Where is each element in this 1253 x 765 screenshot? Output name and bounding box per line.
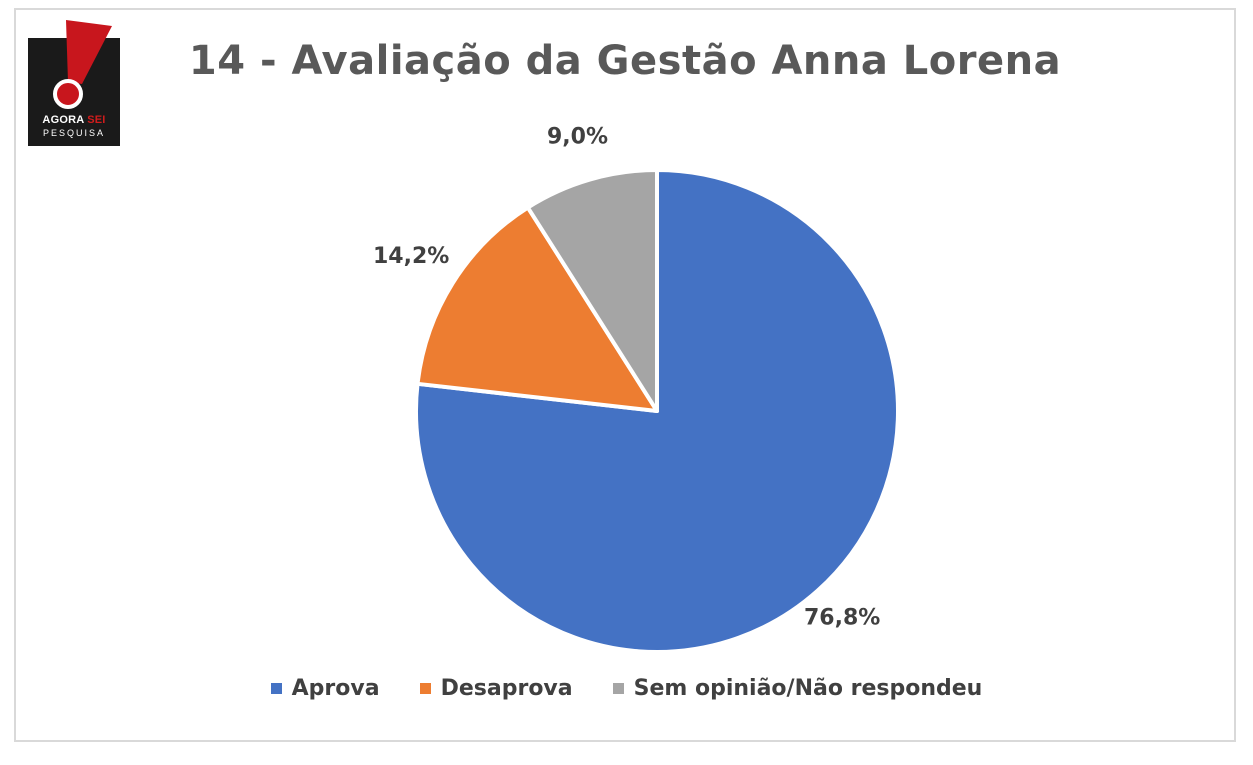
logo-wordmark: AGORA SEI <box>28 114 120 126</box>
legend-label: Sem opinião/Não respondeu <box>633 676 983 701</box>
pie-slice-desaprova <box>415 205 659 413</box>
logo-word-agora: AGORA <box>42 114 84 126</box>
logo-word-sei: SEI <box>87 114 106 126</box>
legend-swatch <box>270 683 282 694</box>
pie-slice-aprova <box>414 168 900 654</box>
legend-swatch <box>419 683 431 694</box>
legend-label: Desaprova <box>440 676 573 701</box>
chart-title: 14 - Avaliação da Gestão Anna Lorena <box>188 38 1062 84</box>
chart-legend: Aprova Desaprova Sem opinião/Não respondeu <box>0 676 1253 701</box>
legend-item: Desaprova <box>419 676 573 701</box>
agora-sei-logo: AGORA SEI PESQUISA <box>28 20 120 146</box>
data-label: 76,8% <box>804 605 880 630</box>
legend-item: Sem opinião/Não respondeu <box>612 676 983 701</box>
legend-swatch <box>612 683 624 694</box>
legend-item: Aprova <box>270 676 380 701</box>
data-label: 14,2% <box>373 244 449 269</box>
pie-slice-sem-opini-o-n-o-respondeu <box>525 168 659 413</box>
data-label: 9,0% <box>547 124 608 149</box>
logo-word-pesquisa: PESQUISA <box>42 128 105 138</box>
legend-label: Aprova <box>291 676 380 701</box>
exclamation-icon <box>53 20 112 109</box>
